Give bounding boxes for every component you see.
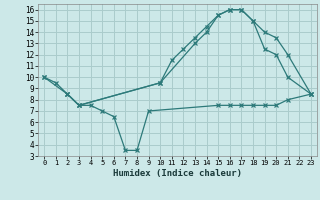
X-axis label: Humidex (Indice chaleur): Humidex (Indice chaleur) — [113, 169, 242, 178]
